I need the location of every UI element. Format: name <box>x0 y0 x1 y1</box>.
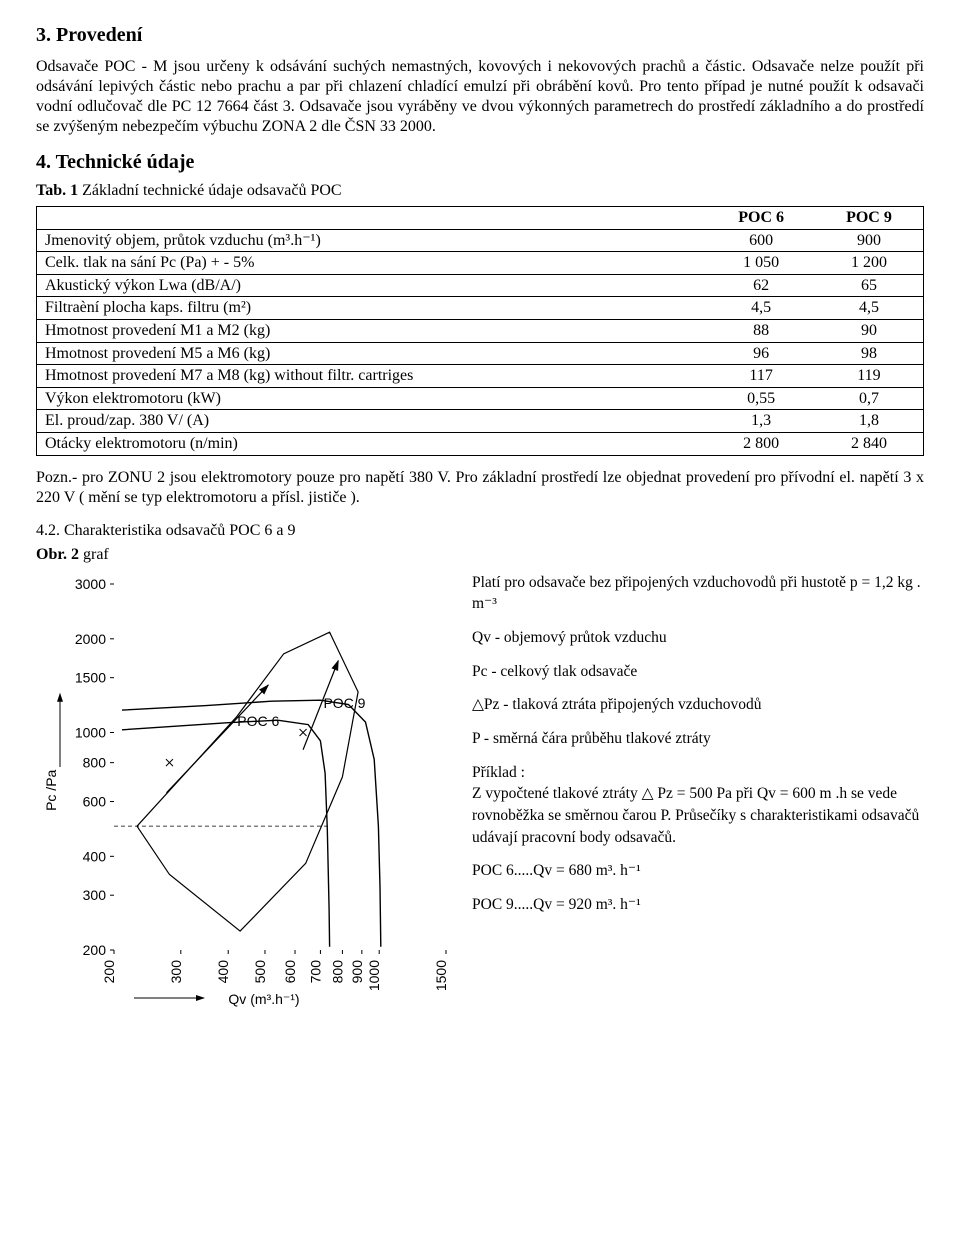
svg-text:900: 900 <box>349 959 365 983</box>
svg-text:500: 500 <box>252 959 268 983</box>
table-row: Hmotnost provedení M5 a M6 (kg)9698 <box>37 342 924 365</box>
svg-text:300: 300 <box>168 959 184 983</box>
col-poc6: POC 6 <box>707 207 815 230</box>
section3-body: Odsavače POC - M jsou určeny k odsávání … <box>36 57 924 137</box>
section3-title: 3. Provedení <box>36 24 924 47</box>
table-cell-label: Akustický výkon Lwa (dB/A/) <box>37 274 708 297</box>
table-cell-poc9: 0,7 <box>815 387 924 410</box>
table-row: Filtraèní plocha kaps. filtru (m²)4,54,5 <box>37 297 924 320</box>
svg-text:1000: 1000 <box>366 959 382 990</box>
table-row: Hmotnost provedení M7 a M8 (kg) without … <box>37 365 924 388</box>
legend-line-8: POC 9.....Qv = 920 m³. h⁻¹ <box>472 894 924 916</box>
table-caption: Tab. 1 Základní technické údaje odsavačů… <box>36 182 924 200</box>
svg-text:800: 800 <box>83 754 107 770</box>
table-cell-poc9: 90 <box>815 319 924 342</box>
svg-text:POC 9: POC 9 <box>323 694 365 710</box>
table-cell-label: Výkon elektromotoru (kW) <box>37 387 708 410</box>
table-cell-label: El. proud/zap. 380 V/ (A) <box>37 410 708 433</box>
table-cell-poc6: 2 800 <box>707 432 815 455</box>
legend-line-5: P - směrná čára průběhu tlakové ztráty <box>472 728 924 750</box>
svg-text:Qv (m³.h⁻¹): Qv (m³.h⁻¹) <box>228 991 299 1007</box>
spec-table: POC 6 POC 9 Jmenovitý objem, průtok vzdu… <box>36 206 924 456</box>
table-cell-poc9: 1 200 <box>815 252 924 275</box>
svg-text:200: 200 <box>83 942 107 958</box>
table-cell-poc6: 600 <box>707 229 815 252</box>
svg-text:1500: 1500 <box>433 959 449 990</box>
svg-text:800: 800 <box>329 959 345 983</box>
legend-line-6: Příklad : Z vypočtené tlakové ztráty △ P… <box>472 762 924 849</box>
table-row: Celk. tlak na sání Pc (Pa) + - 5%1 0501 … <box>37 252 924 275</box>
table-row: Akustický výkon Lwa (dB/A/)6265 <box>37 274 924 297</box>
table-cell-label: Hmotnost provedení M7 a M8 (kg) without … <box>37 365 708 388</box>
legend-line-3: Pc - celkový tlak odsavače <box>472 661 924 683</box>
table-cell-label: Hmotnost provedení M1 a M2 (kg) <box>37 319 708 342</box>
chart-container: 200 300 400 600 800 1000 1500 2000 3000 200 300 400… <box>36 572 456 1017</box>
svg-text:1500: 1500 <box>75 669 106 685</box>
table-cell-poc9: 4,5 <box>815 297 924 320</box>
sub42: 4.2. Charakteristika odsavačů POC 6 a 9 <box>36 522 924 540</box>
table-cell-poc9: 65 <box>815 274 924 297</box>
legend-line-2: Qv - objemový průtok vzduchu <box>472 627 924 649</box>
table-cell-poc9: 900 <box>815 229 924 252</box>
table-cell-poc6: 1 050 <box>707 252 815 275</box>
table-cell-poc6: 4,5 <box>707 297 815 320</box>
table-cell-label: Filtraèní plocha kaps. filtru (m²) <box>37 297 708 320</box>
table-cell-poc6: 0,55 <box>707 387 815 410</box>
svg-text:400: 400 <box>83 848 107 864</box>
svg-text:1000: 1000 <box>75 724 106 740</box>
table-cell-label: Hmotnost provedení M5 a M6 (kg) <box>37 342 708 365</box>
svg-text:600: 600 <box>282 959 298 983</box>
svg-text:400: 400 <box>215 959 231 983</box>
table-cell-poc6: 96 <box>707 342 815 365</box>
table-cell-poc6: 88 <box>707 319 815 342</box>
table-row: Otácky elektromotoru (n/min)2 8002 840 <box>37 432 924 455</box>
svg-text:2000: 2000 <box>75 630 106 646</box>
svg-text:300: 300 <box>83 887 107 903</box>
table-cell-poc6: 1,3 <box>707 410 815 433</box>
table-cell-label: Jmenovitý objem, průtok vzduchu (m³.h⁻¹) <box>37 229 708 252</box>
table-row: El. proud/zap. 380 V/ (A)1,31,8 <box>37 410 924 433</box>
svg-text:600: 600 <box>83 793 107 809</box>
legend-line-4: △Pz - tlaková ztráta připojených vzducho… <box>472 694 924 716</box>
table-caption-rest: Základní technické údaje odsavačů POC <box>78 182 341 199</box>
table-cell-poc6: 117 <box>707 365 815 388</box>
obr-caption: Obr. 2 graf <box>36 546 924 564</box>
svg-text:Pc /Pa: Pc /Pa <box>43 769 59 810</box>
table-row: Jmenovitý objem, průtok vzduchu (m³.h⁻¹)… <box>37 229 924 252</box>
chart-legend: Platí pro odsavače bez připojených vzduc… <box>472 572 924 928</box>
table-cell-label: Otácky elektromotoru (n/min) <box>37 432 708 455</box>
svg-text:POC 6: POC 6 <box>237 712 279 728</box>
table-cell-poc9: 1,8 <box>815 410 924 433</box>
col-poc9: POC 9 <box>815 207 924 230</box>
obr-bold: Obr. 2 <box>36 546 79 563</box>
table-row: Hmotnost provedení M1 a M2 (kg)8890 <box>37 319 924 342</box>
svg-text:3000: 3000 <box>75 576 106 592</box>
svg-text:200: 200 <box>101 959 117 983</box>
section4-title: 4. Technické údaje <box>36 151 924 174</box>
table-caption-bold: Tab. 1 <box>36 182 78 199</box>
table-cell-poc9: 2 840 <box>815 432 924 455</box>
chart-svg: 200 300 400 600 800 1000 1500 2000 3000 200 300 400… <box>36 572 456 1012</box>
table-header-row: POC 6 POC 9 <box>37 207 924 230</box>
table-note: Pozn.- pro ZONU 2 jsou elektromotory pou… <box>36 468 924 508</box>
table-cell-poc9: 119 <box>815 365 924 388</box>
table-cell-label: Celk. tlak na sání Pc (Pa) + - 5% <box>37 252 708 275</box>
table-cell-poc9: 98 <box>815 342 924 365</box>
obr-rest: graf <box>79 546 109 563</box>
svg-text:700: 700 <box>307 959 323 983</box>
table-row: Výkon elektromotoru (kW)0,550,7 <box>37 387 924 410</box>
legend-line-1: Platí pro odsavače bez připojených vzduc… <box>472 572 924 615</box>
legend-line-7: POC 6.....Qv = 680 m³. h⁻¹ <box>472 860 924 882</box>
table-cell-poc6: 62 <box>707 274 815 297</box>
